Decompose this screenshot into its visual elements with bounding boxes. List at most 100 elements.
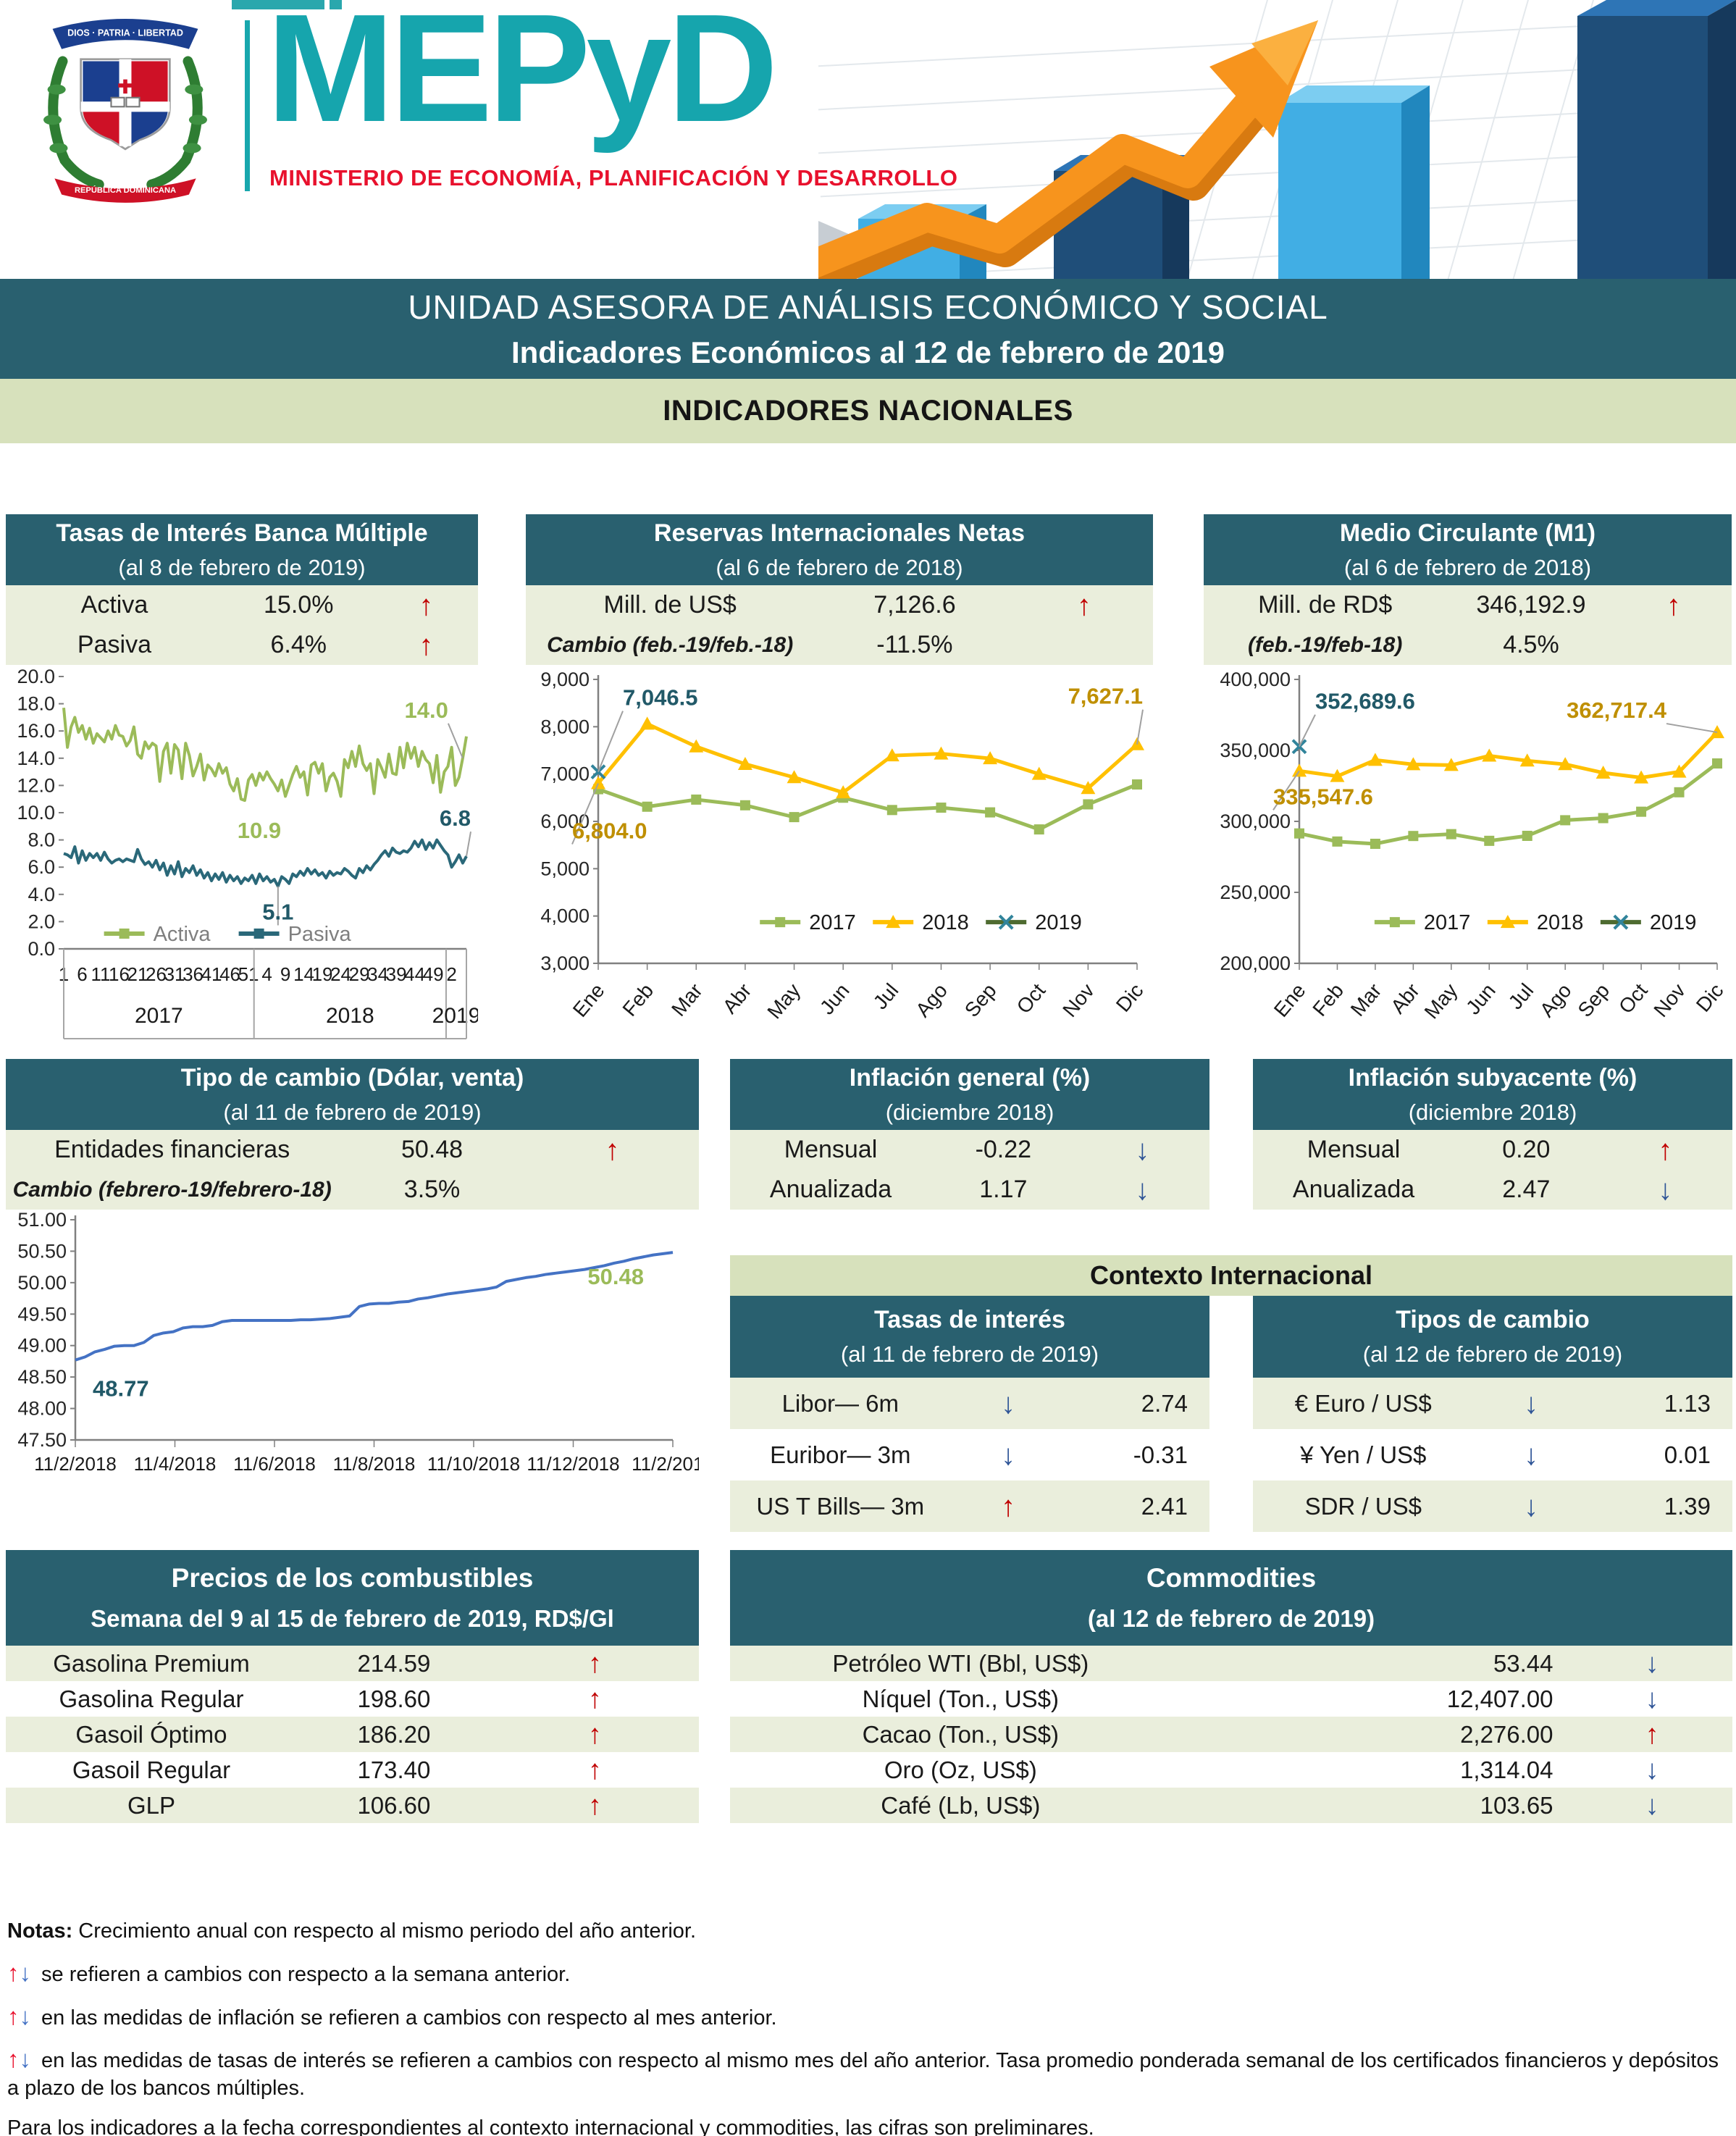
table-row: Cambio (feb.-19/feb.-18) -11.5% bbox=[526, 625, 1153, 665]
brand-logo-text: MEPyD bbox=[267, 0, 778, 154]
svg-text:2018: 2018 bbox=[326, 1004, 374, 1028]
row-value: 2.74 bbox=[1141, 1389, 1188, 1417]
table-row: Gasolina Regular 198.60 ↑ bbox=[6, 1681, 699, 1717]
row-value: 186.20 bbox=[357, 1720, 431, 1748]
svg-text:May: May bbox=[763, 979, 805, 1023]
arrow-up-icon: ↑ bbox=[587, 1719, 602, 1750]
bar-tall-lightblue bbox=[1278, 85, 1430, 279]
arrow-up-icon: ↑ bbox=[7, 1959, 20, 1986]
svg-text:16: 16 bbox=[109, 963, 130, 985]
svg-text:Feb: Feb bbox=[1308, 979, 1348, 1021]
svg-text:7,000: 7,000 bbox=[540, 763, 590, 785]
arrow-up-icon: ↑ bbox=[587, 1683, 602, 1714]
svg-text:2: 2 bbox=[446, 963, 456, 985]
arrow-up-icon: ↑ bbox=[587, 1790, 602, 1821]
footnote: ↑↓ en las medidas de tasas de interés se… bbox=[7, 2045, 1719, 2101]
svg-text:19: 19 bbox=[312, 963, 333, 985]
arrow-up-icon: ↑ bbox=[587, 1648, 602, 1679]
row-value: -11.5% bbox=[876, 631, 953, 658]
row-label: Petróleo WTI (Bbl, US$) bbox=[832, 1649, 1089, 1677]
row-label: Euribor— 3m bbox=[770, 1441, 911, 1468]
svg-text:Mar: Mar bbox=[667, 979, 707, 1021]
row-label: Cambio (febrero-19/febrero-18) bbox=[12, 1177, 332, 1202]
svg-text:400,000: 400,000 bbox=[1220, 669, 1291, 690]
arrow-up-icon: ↑ bbox=[419, 589, 434, 621]
svg-text:Dic: Dic bbox=[1692, 979, 1728, 1016]
row-label: Cambio (feb.-19/feb.-18) bbox=[547, 632, 794, 657]
svg-text:2019: 2019 bbox=[1035, 911, 1082, 934]
svg-text:11/2/2019: 11/2/2019 bbox=[632, 1453, 699, 1475]
table-header: Tasas de interés (al 11 de febrero de 20… bbox=[730, 1296, 1209, 1378]
report-title: Indicadores Económicos al 12 de febrero … bbox=[511, 335, 1225, 369]
panel-header: Tipo de cambio (Dólar, venta) (al 11 de … bbox=[6, 1059, 699, 1130]
table-row: Euribor— 3m ↓ -0.31 bbox=[730, 1429, 1209, 1480]
table-date: Semana del 9 al 15 de febrero de 2019, R… bbox=[91, 1605, 614, 1632]
panel-header: Tasas de Interés Banca Múltiple (al 8 de… bbox=[6, 514, 478, 585]
contexto-internacional-title: Contexto Internacional bbox=[730, 1255, 1732, 1296]
panel-header: Inflación general (%) (diciembre 2018) bbox=[730, 1059, 1209, 1130]
arrow-down-icon: ↓ bbox=[1645, 1648, 1659, 1679]
svg-text:18.0: 18.0 bbox=[17, 693, 55, 715]
table-header: Precios de los combustibles Semana del 9… bbox=[6, 1550, 699, 1646]
row-label: ¥ Yen / US$ bbox=[1300, 1441, 1427, 1468]
row-label: Mensual bbox=[784, 1136, 878, 1163]
svg-text:51: 51 bbox=[238, 963, 259, 985]
row-label: Mill. de US$ bbox=[603, 591, 737, 619]
table-row: US T Bills— 3m ↑ 2.41 bbox=[730, 1480, 1209, 1532]
row-value: 1.17 bbox=[979, 1176, 1028, 1203]
row-label: GLP bbox=[127, 1791, 175, 1819]
svg-text:14: 14 bbox=[293, 963, 314, 985]
panel-rows: Entidades financieras 50.48 ↑ Cambio (febre… bbox=[6, 1130, 699, 1210]
row-value: 7,126.6 bbox=[873, 591, 956, 619]
unit-title: UNIDAD ASESORA DE ANÁLISIS ECONÓMICO Y S… bbox=[408, 288, 1328, 326]
ribbon-text: REPÚBLICA DOMINICANA bbox=[75, 185, 176, 195]
row-label: Pasiva bbox=[77, 631, 151, 658]
svg-text:49: 49 bbox=[423, 963, 444, 985]
table-row: Libor— 6m ↓ 2.74 bbox=[730, 1378, 1209, 1429]
arrow-up-icon: ↑ bbox=[605, 1134, 620, 1166]
svg-text:350,000: 350,000 bbox=[1220, 740, 1291, 761]
svg-text:46: 46 bbox=[219, 963, 240, 985]
svg-text:2018: 2018 bbox=[922, 911, 969, 934]
arrow-down-icon: ↓ bbox=[1645, 1790, 1659, 1821]
panel-title: Reservas Internacionales Netas bbox=[653, 519, 1026, 547]
row-value: 198.60 bbox=[357, 1685, 431, 1712]
svg-text:Mar: Mar bbox=[1346, 979, 1386, 1021]
table-header: Commodities (al 12 de febrero de 2019) bbox=[730, 1550, 1732, 1646]
panel-rows: Mensual -0.22 ↓ Anualizada 1.17 ↓ bbox=[730, 1130, 1209, 1210]
panel-rows: Mensual 0.20 ↑ Anualizada 2.47 ↓ bbox=[1253, 1130, 1732, 1210]
panel-date: (al 6 de febrero de 2018) bbox=[1343, 554, 1592, 580]
svg-text:7,046.5: 7,046.5 bbox=[623, 685, 697, 711]
svg-text:6: 6 bbox=[77, 963, 87, 985]
svg-text:44: 44 bbox=[404, 963, 425, 985]
ministry-name: MINISTERIO DE ECONOMÍA, PLANIFICACIÓN Y … bbox=[269, 165, 958, 190]
row-value: 2,276.00 bbox=[1460, 1720, 1553, 1748]
svg-text:9: 9 bbox=[280, 963, 290, 985]
table-date: (al 12 de febrero de 2019) bbox=[1362, 1341, 1623, 1367]
svg-text:11/4/2018: 11/4/2018 bbox=[134, 1453, 217, 1475]
svg-text:11/2/2018: 11/2/2018 bbox=[34, 1453, 117, 1475]
svg-text:48.77: 48.77 bbox=[93, 1376, 149, 1402]
svg-text:16.0: 16.0 bbox=[17, 720, 55, 742]
row-label: SDR / US$ bbox=[1304, 1492, 1422, 1520]
arrow-down-icon: ↓ bbox=[1523, 1438, 1538, 1471]
panel-title: Medio Circulante (M1) bbox=[1339, 519, 1596, 547]
row-value: -0.22 bbox=[975, 1136, 1032, 1163]
svg-text:6.0: 6.0 bbox=[28, 856, 55, 878]
svg-text:2018: 2018 bbox=[1537, 911, 1584, 934]
decor-fragment bbox=[330, 0, 342, 9]
row-value: 50.48 bbox=[401, 1136, 464, 1163]
arrow-down-icon: ↓ bbox=[1658, 1173, 1673, 1206]
growth-arrow-icon bbox=[818, 20, 1318, 279]
panel-title: Tipo de cambio (Dólar, venta) bbox=[180, 1063, 524, 1092]
row-value: 103.65 bbox=[1480, 1791, 1553, 1819]
svg-text:May: May bbox=[1420, 979, 1462, 1023]
decor-fragment bbox=[232, 0, 324, 9]
table-rows: € Euro / US$ ↓ 1.13 ¥ Yen / US$ ↓ 0.01 SDR / U… bbox=[1253, 1378, 1732, 1532]
table-date: (al 12 de febrero de 2019) bbox=[1087, 1605, 1375, 1632]
footnote: ↑↓ se refieren a cambios con respecto a … bbox=[7, 1959, 571, 1986]
svg-text:Abr: Abr bbox=[718, 979, 756, 1018]
arrow-up-icon: ↑ bbox=[587, 1754, 602, 1785]
svg-text:Dic: Dic bbox=[1112, 979, 1148, 1016]
row-value: 1,314.04 bbox=[1460, 1756, 1553, 1783]
